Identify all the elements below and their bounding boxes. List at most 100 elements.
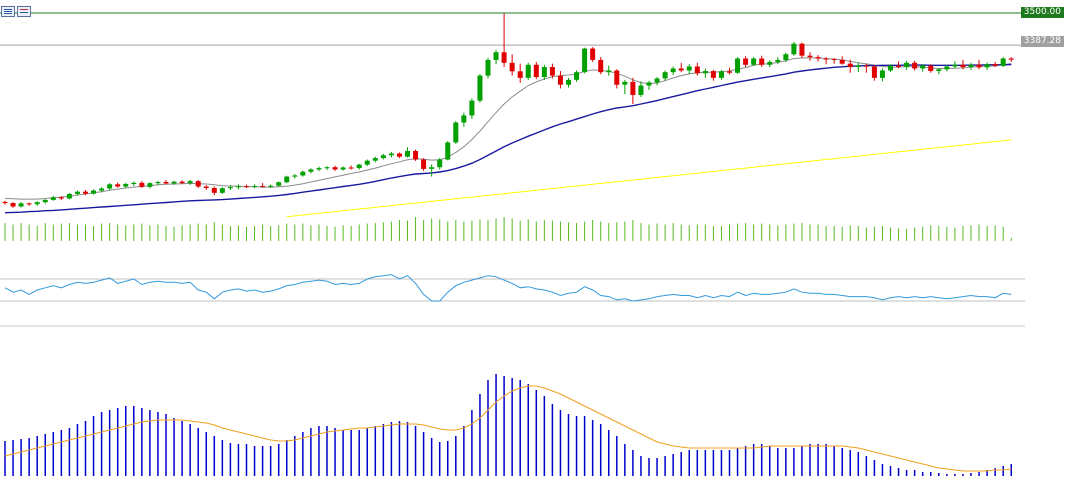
level-line-price-label: 3500.00 bbox=[1020, 7, 1064, 18]
candle-body bbox=[541, 67, 547, 78]
candle-body bbox=[574, 72, 580, 80]
candle-body bbox=[960, 64, 966, 68]
candle-body bbox=[340, 167, 346, 170]
candle-body bbox=[445, 142, 451, 160]
candle-body bbox=[791, 43, 797, 55]
candle-body bbox=[34, 202, 40, 205]
candle-body bbox=[831, 59, 837, 61]
rsi-line bbox=[4, 274, 1012, 302]
candle-body bbox=[485, 59, 491, 76]
candle-body bbox=[517, 71, 523, 78]
candle-body bbox=[823, 58, 829, 60]
candle-body bbox=[582, 48, 588, 73]
candle-body bbox=[187, 181, 193, 184]
candle-body bbox=[74, 191, 80, 194]
candle-body bbox=[429, 167, 435, 169]
candle-body bbox=[896, 65, 902, 68]
candle-body bbox=[509, 62, 515, 72]
candle-body bbox=[944, 66, 950, 70]
candle-body bbox=[388, 153, 394, 156]
candle-body bbox=[614, 70, 620, 85]
chart-properties-icon[interactable] bbox=[1, 6, 15, 17]
candle-body bbox=[332, 167, 338, 170]
candle-body bbox=[139, 182, 145, 187]
candle-body bbox=[364, 160, 370, 165]
candle-body bbox=[727, 71, 732, 73]
candle-body bbox=[99, 188, 105, 191]
chart-template-icon[interactable] bbox=[17, 6, 31, 17]
candle-body bbox=[396, 153, 402, 157]
candle-body bbox=[372, 158, 378, 161]
candle-body bbox=[839, 59, 845, 64]
candle-body bbox=[694, 66, 700, 74]
candle-body bbox=[380, 155, 386, 159]
candle-body bbox=[952, 64, 958, 67]
candle-body bbox=[871, 66, 877, 78]
candle-body bbox=[58, 197, 64, 199]
candle-body bbox=[847, 63, 853, 68]
macd-signal-line bbox=[4, 385, 1012, 472]
candle-body bbox=[18, 203, 24, 207]
candle-body bbox=[888, 65, 893, 71]
candle-body bbox=[421, 159, 427, 169]
candle-body bbox=[879, 70, 885, 78]
candle-body bbox=[735, 58, 741, 73]
candle-body bbox=[26, 203, 32, 205]
candle-body bbox=[171, 181, 177, 184]
candle-body bbox=[83, 191, 88, 194]
candle-body bbox=[783, 54, 789, 60]
candle-body bbox=[469, 100, 475, 116]
candle-body bbox=[590, 48, 596, 60]
candle-body bbox=[968, 64, 974, 68]
candle-body bbox=[622, 81, 628, 85]
candle-body bbox=[630, 81, 636, 95]
candle-body bbox=[759, 58, 765, 65]
candle-body bbox=[654, 78, 660, 83]
candle-body bbox=[268, 185, 274, 187]
candle-body bbox=[147, 183, 153, 187]
candle-body bbox=[219, 188, 225, 193]
candle-body bbox=[276, 182, 282, 186]
candle-body bbox=[405, 150, 410, 157]
candle-body bbox=[638, 85, 644, 95]
candle-body bbox=[10, 203, 16, 207]
candle-body bbox=[718, 71, 724, 78]
candle-body bbox=[646, 82, 652, 86]
candle-body bbox=[252, 185, 258, 187]
candle-body bbox=[211, 187, 217, 193]
current-price-label: 3387.28 bbox=[1020, 36, 1064, 47]
candle-body bbox=[767, 61, 773, 65]
candle-body bbox=[751, 58, 757, 65]
candle-body bbox=[356, 164, 362, 169]
candle-body bbox=[533, 64, 539, 78]
candle-body bbox=[670, 68, 676, 73]
candle-body bbox=[284, 176, 290, 183]
candle-body bbox=[710, 71, 716, 78]
candle-body bbox=[235, 186, 241, 188]
candle-body bbox=[566, 79, 571, 85]
candle-body bbox=[292, 175, 298, 177]
candle-body bbox=[227, 187, 233, 189]
candle-body bbox=[799, 43, 805, 56]
candle-body bbox=[107, 184, 113, 189]
candle-body bbox=[260, 185, 266, 187]
candle-body bbox=[203, 186, 209, 188]
candle-body bbox=[477, 75, 483, 101]
candle-body bbox=[815, 57, 821, 59]
candle-body bbox=[300, 171, 306, 176]
candle-body bbox=[131, 182, 137, 184]
candle-body bbox=[348, 167, 354, 169]
candle-body bbox=[195, 181, 201, 187]
candle-body bbox=[678, 68, 684, 71]
candle-body bbox=[437, 159, 443, 168]
candle-body bbox=[115, 184, 121, 187]
candle-body bbox=[662, 72, 668, 79]
candle-body bbox=[686, 66, 692, 71]
candle-body bbox=[598, 59, 604, 73]
candle-body bbox=[413, 150, 419, 160]
candle-body bbox=[912, 62, 918, 69]
candle-body bbox=[1008, 58, 1014, 60]
candle-body bbox=[91, 190, 97, 194]
candle-body bbox=[324, 167, 330, 169]
